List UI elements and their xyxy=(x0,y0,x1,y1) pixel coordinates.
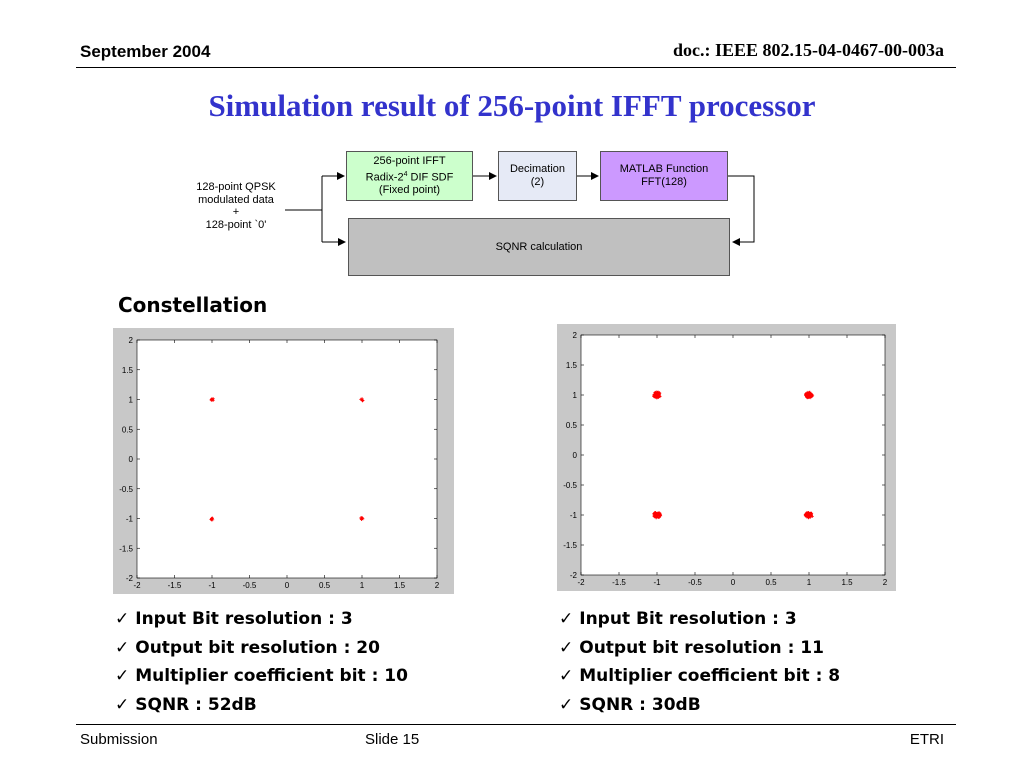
x-tick-label: -2 xyxy=(577,578,585,587)
header-doc-id: doc.: IEEE 802.15-04-0467-00-003a xyxy=(673,40,944,60)
diagram-connectors xyxy=(285,172,755,246)
input-data-label: 128-point QPSK modulated data + 128-poin… xyxy=(196,181,276,231)
x-tick-label: -2 xyxy=(133,581,141,590)
y-tick-label: 1.5 xyxy=(566,361,578,370)
x-tick-label: 1.5 xyxy=(394,581,406,590)
y-tick-label: 0.5 xyxy=(122,425,134,434)
y-tick-label: -0.5 xyxy=(563,481,577,490)
results-list-left: ✓ Input Bit resolution : 3 ✓ Output bit re… xyxy=(115,605,408,719)
x-tick-label: -1 xyxy=(653,578,661,587)
matlab-fft-block: MATLAB Function FFT(128) xyxy=(600,151,728,201)
result-item: ✓ SQNR : 30dB xyxy=(559,694,701,715)
y-tick-label: -1.5 xyxy=(119,544,133,553)
result-item: ✓ Multiplier coefficient bit : 8 xyxy=(559,666,841,686)
y-tick-label: -1.5 xyxy=(563,541,577,550)
constellation-point xyxy=(359,397,365,403)
y-tick-label: -1 xyxy=(570,511,578,520)
plot-area xyxy=(136,339,438,579)
x-tick-label: -1.5 xyxy=(612,578,626,587)
footer-slide-number: Slide 15 xyxy=(365,731,420,748)
x-tick-label: -0.5 xyxy=(243,581,257,590)
header-rule xyxy=(76,67,956,68)
constellation-heading: Constellation xyxy=(118,293,268,317)
plot-area xyxy=(580,334,886,576)
y-tick-label: 0 xyxy=(573,451,578,460)
arrow-to-sqnr-right xyxy=(728,175,755,246)
result-item: ✓ Multiplier coefficient bit : 10 xyxy=(115,666,408,686)
constellation-point xyxy=(209,516,215,522)
constellation-point xyxy=(652,390,662,400)
result-item: ✓ SQNR : 52dB xyxy=(115,694,257,715)
y-tick-label: -1 xyxy=(126,515,134,524)
decimation-block: Decimation (2) xyxy=(498,151,577,201)
x-tick-label: 0.5 xyxy=(765,578,777,587)
y-tick-label: 2 xyxy=(129,336,134,345)
slide-title: Simulation result of 256-point IFFT proc… xyxy=(208,88,816,123)
x-tick-label: 2 xyxy=(883,578,888,587)
footer-rule xyxy=(76,724,956,725)
ifft-block: 256-point IFFT Radix-24 DIF SDF (Fixed p… xyxy=(346,151,473,201)
x-tick-label: -1.5 xyxy=(168,581,182,590)
x-tick-label: 1 xyxy=(360,581,365,590)
sqnr-calculation-block: SQNR calculation xyxy=(348,218,730,276)
constellation-plot-right-svg: -2 -1.5 -1 -0.5 0 0.5 1 1.5 2 2 1.5 1 0.5 0 -0.5 -1 -1.5… xyxy=(563,331,888,587)
constellation-plot-left: -2 -1.5 -1 -0.5 0 0.5 1 1.5 2 2 1.5 1 0.5 0 -0.5 -1 -1.5… xyxy=(113,328,454,594)
y-tick-label: 2 xyxy=(573,331,578,340)
y-tick-label: 1.5 xyxy=(122,366,134,375)
constellation-point xyxy=(803,511,814,520)
y-tick-label: 1 xyxy=(573,391,578,400)
y-tick-label: 1 xyxy=(129,396,134,405)
x-tick-label: 2 xyxy=(435,581,440,590)
constellation-plot-left-svg: -2 -1.5 -1 -0.5 0 0.5 1 1.5 2 2 1.5 1 0.5 0 -0.5 -1 -1.5… xyxy=(119,336,440,590)
result-item: ✓ Input Bit resolution : 3 xyxy=(115,609,353,629)
constellation-point xyxy=(209,397,215,402)
constellation-plot-right: -2 -1.5 -1 -0.5 0 0.5 1 1.5 2 2 1.5 1 0.5 0 -0.5 -1 -1.5… xyxy=(557,324,896,591)
x-tick-label: 0.5 xyxy=(319,581,331,590)
result-item: ✓ Output bit resolution : 11 xyxy=(559,637,824,658)
y-tick-label: -2 xyxy=(126,574,134,583)
header-date: September 2004 xyxy=(80,42,211,61)
footer-organization: ETRI xyxy=(909,731,944,748)
x-tick-label: -0.5 xyxy=(688,578,702,587)
constellation-point xyxy=(652,511,663,520)
x-tick-label: 1.5 xyxy=(841,578,853,587)
results-list-right: ✓ Input Bit resolution : 3 ✓ Output bit re… xyxy=(559,605,840,719)
y-tick-label: 0.5 xyxy=(566,421,578,430)
x-tick-label: 0 xyxy=(731,578,736,587)
result-item: ✓ Output bit resolution : 20 xyxy=(115,637,380,658)
x-tick-label: 0 xyxy=(285,581,290,590)
footer-submission: Submission xyxy=(80,731,158,748)
y-tick-label: -2 xyxy=(570,571,578,580)
constellation-point xyxy=(804,390,815,400)
constellation-point xyxy=(359,515,365,522)
y-tick-label: 0 xyxy=(129,455,134,464)
y-tick-label: -0.5 xyxy=(119,485,133,494)
x-tick-label: 1 xyxy=(807,578,812,587)
x-tick-label: -1 xyxy=(208,581,216,590)
result-item: ✓ Input Bit resolution : 3 xyxy=(559,609,797,629)
